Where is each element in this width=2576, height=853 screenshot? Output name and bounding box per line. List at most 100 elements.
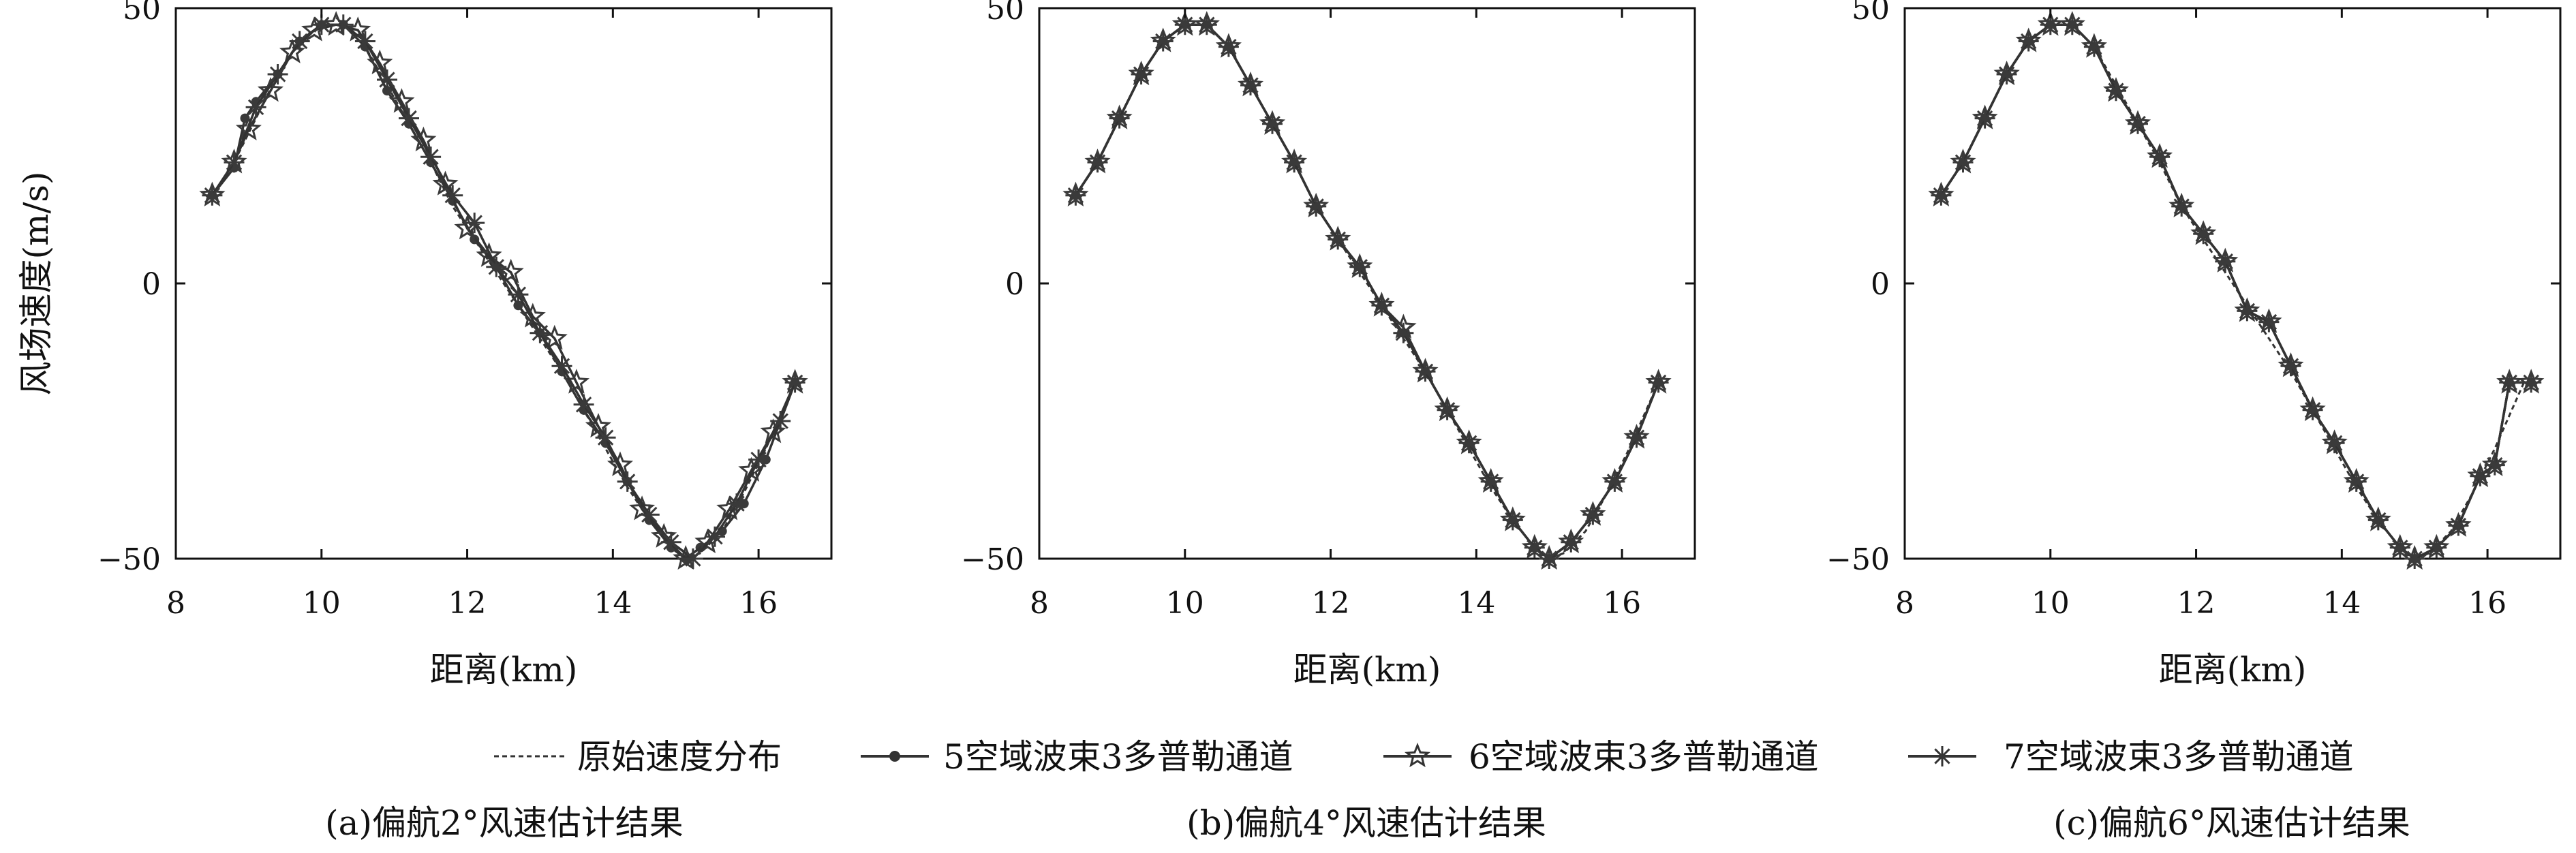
series-line-dot <box>1074 23 1660 561</box>
data-point-asterisk <box>573 394 594 415</box>
axis-ticks: 8 10 12 14 16 −50 0 50 <box>97 0 831 621</box>
x-tick-label: 8 <box>1895 586 1914 621</box>
data-point-asterisk <box>245 97 266 118</box>
plot-marks <box>1062 11 1672 570</box>
series-line-star <box>1939 23 2532 561</box>
data-point-asterisk <box>1065 185 1086 206</box>
data-point-asterisk <box>2128 113 2148 134</box>
data-point-asterisk <box>2040 14 2061 35</box>
data-point-asterisk <box>1349 256 1370 277</box>
x-tick-label: 12 <box>448 586 487 621</box>
data-point-asterisk <box>1931 185 1952 206</box>
data-point-asterisk <box>1218 36 1239 57</box>
data-point-asterisk <box>354 31 375 52</box>
x-tick-label: 16 <box>1603 586 1641 621</box>
data-point-asterisk <box>1458 433 1479 454</box>
data-point-asterisk <box>2470 465 2491 486</box>
data-point-asterisk <box>1284 152 1305 173</box>
data-point-asterisk <box>551 356 572 377</box>
panel-caption: (a)偏航2°风速估计结果 <box>325 803 684 843</box>
series-line-dot <box>211 23 797 561</box>
data-point-asterisk <box>1371 295 1392 316</box>
y-tick-label: −50 <box>1826 542 1890 577</box>
legend-item-7-beam: 7空域波束3多普勒通道 <box>1908 737 2354 777</box>
data-point-asterisk <box>2448 515 2469 536</box>
data-point-asterisk <box>2237 300 2258 322</box>
x-tick-label: 16 <box>739 586 778 621</box>
data-point-dot <box>382 86 392 96</box>
panel-caption: (c)偏航6°风速估计结果 <box>2053 803 2410 843</box>
data-point-asterisk <box>1648 372 1669 393</box>
data-point-asterisk <box>1480 471 1501 492</box>
data-point-asterisk <box>1262 113 1283 134</box>
data-point-asterisk <box>311 14 332 35</box>
y-tick-label: −50 <box>961 542 1024 577</box>
plot-marks <box>199 11 808 570</box>
data-point-asterisk <box>1328 229 1349 250</box>
data-point-asterisk <box>267 64 288 84</box>
panel-caption: (b)偏航4°风速估计结果 <box>1186 803 1546 843</box>
data-point-asterisk <box>1152 31 1174 52</box>
series-line-star <box>1074 23 1660 561</box>
data-point-asterisk <box>748 449 769 470</box>
data-point-asterisk <box>1626 427 1647 448</box>
plot-marks <box>1928 11 2545 570</box>
data-point-asterisk <box>2426 537 2447 558</box>
data-point-asterisk <box>1582 504 1604 525</box>
data-point-asterisk <box>2346 471 2367 492</box>
data-point-asterisk <box>784 372 806 393</box>
data-point-asterisk <box>2171 196 2192 217</box>
data-point-asterisk <box>1306 196 1327 217</box>
data-point-asterisk <box>1502 510 1523 531</box>
data-point-asterisk <box>2302 399 2323 420</box>
data-point-asterisk <box>1393 322 1414 343</box>
legend-dot-marker <box>889 751 900 762</box>
legend-label: 5空域波束3多普勒通道 <box>943 737 1293 777</box>
x-tick-label: 12 <box>1312 586 1350 621</box>
data-point-star <box>497 258 524 284</box>
data-point-asterisk <box>2018 31 2039 52</box>
data-point-asterisk <box>726 493 747 514</box>
legend-item-original: 原始速度分布 <box>494 737 782 777</box>
data-point-asterisk <box>1174 14 1195 35</box>
data-point-star <box>541 324 568 350</box>
data-point-asterisk <box>333 14 354 35</box>
x-axis-title: 距离(km) <box>2159 650 2307 689</box>
series-line-dashed <box>1075 23 1659 560</box>
data-point-asterisk <box>420 146 442 168</box>
data-point-asterisk <box>1996 64 2017 84</box>
data-point-asterisk <box>639 504 660 525</box>
data-point-asterisk <box>2149 146 2171 168</box>
data-point-asterisk <box>770 411 791 431</box>
data-point-asterisk <box>224 152 245 173</box>
data-point-asterisk <box>2106 80 2126 102</box>
data-point-asterisk <box>464 213 485 234</box>
data-point-asterisk <box>2280 356 2301 377</box>
data-point-asterisk <box>2389 537 2410 558</box>
legend-label: 原始速度分布 <box>577 737 782 777</box>
x-tick-label: 16 <box>2468 586 2506 621</box>
y-tick-label: 50 <box>123 0 161 27</box>
x-tick-label: 8 <box>1030 586 1049 621</box>
x-tick-label: 14 <box>594 586 632 621</box>
series-line-asterisk <box>1939 23 2532 561</box>
data-point-asterisk <box>486 256 507 277</box>
legend-label: 7空域波束3多普勒通道 <box>2004 737 2354 777</box>
x-tick-label: 14 <box>1457 586 1495 621</box>
y-tick-label: 50 <box>1852 0 1890 27</box>
y-tick-label: 0 <box>142 267 161 302</box>
data-point-asterisk <box>2083 36 2104 57</box>
legend-star-marker <box>1404 742 1431 768</box>
data-point-asterisk <box>377 69 397 90</box>
panel-c: 8 10 12 14 16 −50 0 50 距离(km) (c)偏航6°风速估计结果 <box>1826 0 2562 843</box>
series-line-asterisk <box>1074 23 1660 561</box>
legend-item-6-beam: 6空域波束3多普勒通道 <box>1383 737 1819 777</box>
data-point-asterisk <box>2484 454 2505 476</box>
x-tick-label: 10 <box>303 586 341 621</box>
data-point-asterisk <box>2521 372 2542 393</box>
y-tick-label: 50 <box>986 0 1024 27</box>
data-point-asterisk <box>2258 311 2280 332</box>
y-tick-label: 0 <box>1005 267 1024 302</box>
data-point-asterisk <box>399 108 419 129</box>
data-point-asterisk <box>202 185 223 206</box>
